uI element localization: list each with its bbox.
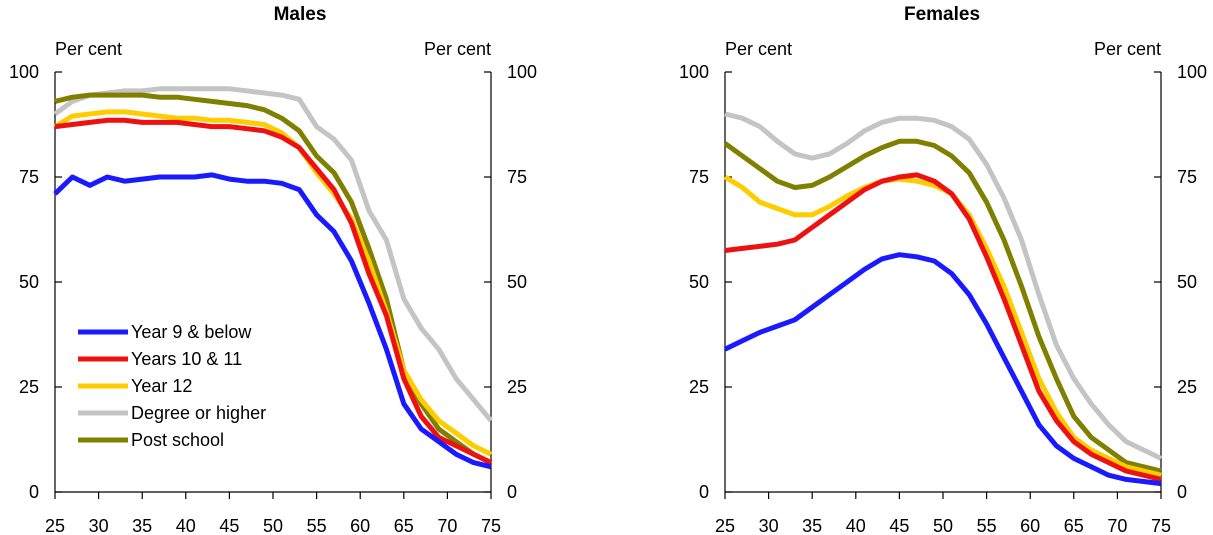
y-tick-label-right: 75 (507, 167, 527, 187)
chart-title: Females (904, 4, 980, 25)
y-tick-label-left: 100 (679, 62, 709, 82)
y-axis-label-right: Per cent (424, 39, 491, 59)
y-tick-label-left: 0 (699, 482, 709, 502)
x-tick-label: 45 (889, 516, 909, 535)
legend: Year 9 & below Years 10 & 11 Year 12 Degree… (78, 322, 266, 450)
x-tick-label: 40 (176, 516, 196, 535)
legend-label-post-school: Post school (131, 430, 224, 450)
x-tick-label: 75 (1151, 516, 1171, 535)
females-panel: Females Per cent Per cent 0 0 25 25 50 50 75 75 100… (679, 4, 1207, 535)
series-line-years-10-11 (54, 117, 493, 465)
legend-label-years-10-11: Years 10 & 11 (131, 349, 242, 369)
y-tick-label-right: 50 (1177, 272, 1197, 292)
x-tick-label: 40 (846, 516, 866, 535)
y-axis-label-left: Per cent (725, 39, 792, 59)
y-tick-label-left: 0 (29, 482, 39, 502)
x-tick-label: 70 (1107, 516, 1127, 535)
x-tick-label: 50 (263, 516, 283, 535)
y-tick-label-left: 25 (689, 377, 709, 397)
series-line-year-9-below (53, 172, 492, 470)
y-tick-label-left: 100 (9, 62, 39, 82)
x-tick-label: 25 (715, 516, 735, 535)
x-tick-label: 60 (1020, 516, 1040, 535)
x-tick-label: 65 (1064, 516, 1084, 535)
x-tick-label: 70 (437, 516, 457, 535)
chart-title: Males (274, 4, 327, 25)
x-tick-label: 35 (132, 516, 152, 535)
y-tick-label-right: 50 (507, 272, 527, 292)
x-tick-label: 30 (89, 516, 109, 535)
y-tick-label-right: 25 (507, 377, 527, 397)
x-tick-label: 35 (802, 516, 822, 535)
y-tick-label-left: 25 (19, 377, 39, 397)
series-line-degree-or-higher (53, 86, 493, 423)
y-tick-label-right: 0 (507, 482, 517, 502)
y-tick-label-left: 75 (19, 167, 39, 187)
x-tick-label: 45 (219, 516, 239, 535)
y-tick-label-left: 50 (19, 272, 39, 292)
legend-label-year-12: Year 12 (131, 376, 192, 396)
y-tick-label-right: 100 (507, 62, 537, 82)
legend-label-year-9-below: Year 9 & below (131, 322, 252, 342)
x-tick-label: 50 (933, 516, 953, 535)
y-tick-label-right: 100 (1177, 62, 1207, 82)
x-tick-label: 60 (350, 516, 370, 535)
y-tick-label-right: 75 (1177, 167, 1197, 187)
y-axis-label-right: Per cent (1094, 39, 1161, 59)
y-tick-label-right: 25 (1177, 377, 1197, 397)
legend-label-degree-or-higher: Degree or higher (131, 403, 266, 423)
males-panel: Males Per cent Per cent 0 0 25 25 50 50 75 75 100 10… (9, 4, 537, 535)
series-line-years-10-11 (724, 172, 1162, 482)
x-tick-label: 55 (307, 516, 327, 535)
series-line-year-12 (53, 109, 493, 457)
series-line-year-9-below (723, 252, 1162, 487)
x-tick-label: 75 (481, 516, 501, 535)
y-tick-label-left: 75 (689, 167, 709, 187)
x-tick-label: 25 (45, 516, 65, 535)
series-line-year-12 (723, 174, 1162, 478)
x-tick-label: 55 (977, 516, 997, 535)
series-line-degree-or-higher (724, 111, 1163, 461)
series-line-post-school (723, 138, 1162, 474)
x-tick-label: 65 (394, 516, 414, 535)
y-tick-label-right: 0 (1177, 482, 1187, 502)
y-tick-label-left: 50 (689, 272, 709, 292)
y-axis-label-left: Per cent (55, 39, 122, 59)
x-tick-label: 30 (759, 516, 779, 535)
